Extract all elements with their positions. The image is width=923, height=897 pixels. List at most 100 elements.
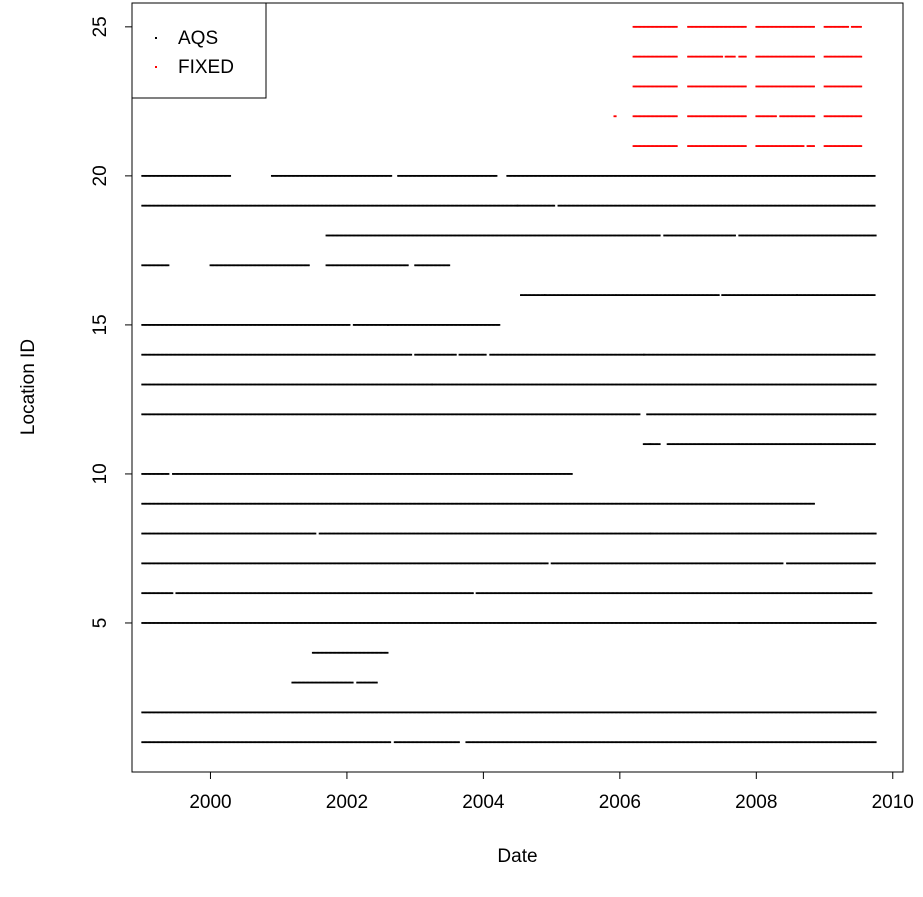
point-aqs-15 xyxy=(474,324,477,326)
point-aqs-20 xyxy=(705,174,708,177)
point-aqs-18 xyxy=(649,234,652,237)
point-aqs-9 xyxy=(478,502,481,505)
point-aqs-18 xyxy=(773,234,776,237)
point-aqs-18 xyxy=(574,234,577,237)
point-aqs-15 xyxy=(176,324,179,326)
point-aqs-12 xyxy=(620,413,623,416)
point-aqs-18 xyxy=(443,234,446,237)
point-aqs-19 xyxy=(503,204,506,207)
point-aqs-16 xyxy=(596,294,599,296)
point-aqs-19 xyxy=(182,204,184,207)
point-aqs-19 xyxy=(771,204,774,207)
point-aqs-9 xyxy=(359,502,361,505)
point-aqs-18 xyxy=(497,234,500,237)
point-aqs-18 xyxy=(521,234,523,237)
point-aqs-18 xyxy=(689,234,692,237)
point-aqs-13 xyxy=(471,383,474,386)
point-aqs-16 xyxy=(593,294,596,296)
point-aqs-19 xyxy=(164,204,167,207)
point-aqs-16 xyxy=(670,294,673,296)
point-aqs-9 xyxy=(616,502,619,505)
point-aqs-14 xyxy=(566,353,569,356)
point-aqs-19 xyxy=(865,204,868,207)
point-aqs-17 xyxy=(374,264,376,267)
point-aqs-20 xyxy=(755,174,758,177)
point-aqs-11 xyxy=(707,443,710,446)
point-aqs-13 xyxy=(851,383,853,386)
point-aqs-19 xyxy=(846,204,848,207)
point-aqs-19 xyxy=(393,204,396,207)
point-aqs-9 xyxy=(436,502,439,505)
point-aqs-9 xyxy=(752,502,755,505)
point-aqs-12 xyxy=(412,413,415,416)
point-aqs-17 xyxy=(230,264,233,267)
point-aqs-18 xyxy=(869,234,872,237)
point-aqs-16 xyxy=(563,294,566,296)
point-aqs-15 xyxy=(263,324,266,326)
point-aqs-19 xyxy=(529,204,532,207)
point-aqs-13 xyxy=(584,383,587,386)
point-aqs-20 xyxy=(565,174,568,177)
point-aqs-17 xyxy=(364,264,367,267)
point-aqs-19 xyxy=(722,204,725,207)
point-aqs-20 xyxy=(377,174,380,177)
point-aqs-20 xyxy=(320,174,323,177)
point-aqs-14 xyxy=(363,353,365,356)
point-aqs-9 xyxy=(490,502,493,505)
point-aqs-12 xyxy=(155,413,158,416)
point-aqs-15 xyxy=(431,324,434,326)
point-aqs-12 xyxy=(527,413,529,416)
point-aqs-9 xyxy=(655,502,658,505)
point-aqs-16 xyxy=(722,294,725,296)
point-aqs-20 xyxy=(556,174,559,177)
point-aqs-13 xyxy=(801,383,804,386)
point-aqs-9 xyxy=(343,502,346,505)
point-aqs-14 xyxy=(564,353,566,356)
point-aqs-18 xyxy=(679,234,681,237)
point-aqs-13 xyxy=(788,383,791,386)
point-aqs-15 xyxy=(410,324,413,326)
point-aqs-11 xyxy=(764,443,767,446)
point-aqs-16 xyxy=(731,294,734,296)
point-aqs-19 xyxy=(343,204,346,207)
point-aqs-12 xyxy=(405,413,407,416)
point-aqs-13 xyxy=(773,383,776,386)
point-aqs-18 xyxy=(860,234,863,237)
point-aqs-18 xyxy=(673,234,676,237)
point-aqs-17 xyxy=(428,264,431,267)
point-aqs-14 xyxy=(789,353,792,356)
point-aqs-13 xyxy=(268,383,271,386)
point-aqs-13 xyxy=(672,383,675,386)
point-aqs-17 xyxy=(280,264,283,267)
point-aqs-19 xyxy=(823,204,826,207)
point-aqs-20 xyxy=(585,174,587,177)
point-aqs-15 xyxy=(390,324,393,326)
point-aqs-14 xyxy=(686,353,688,356)
point-aqs-19 xyxy=(546,204,549,207)
point-aqs-17 xyxy=(214,264,217,267)
point-aqs-15 xyxy=(288,324,291,326)
point-aqs-8 xyxy=(263,532,266,535)
point-aqs-13 xyxy=(553,383,556,386)
point-aqs-12 xyxy=(474,413,477,416)
point-aqs-20 xyxy=(171,174,174,177)
point-aqs-14 xyxy=(796,353,799,356)
point-aqs-13 xyxy=(319,383,322,386)
point-aqs-17 xyxy=(415,264,418,267)
point-aqs-14 xyxy=(367,353,369,356)
point-aqs-12 xyxy=(213,413,216,416)
point-aqs-10 xyxy=(203,473,206,475)
point-aqs-16 xyxy=(581,294,584,296)
point-aqs-12 xyxy=(584,413,587,416)
point-aqs-13 xyxy=(233,383,235,386)
point-aqs-20 xyxy=(378,174,381,177)
point-aqs-8 xyxy=(151,532,154,535)
point-aqs-11 xyxy=(781,443,784,446)
point-aqs-9 xyxy=(473,502,476,505)
point-aqs-16 xyxy=(520,294,522,296)
point-aqs-20 xyxy=(462,174,465,177)
point-aqs-10 xyxy=(518,473,521,475)
point-aqs-20 xyxy=(737,174,740,177)
point-aqs-19 xyxy=(750,204,753,207)
point-aqs-15 xyxy=(418,324,421,326)
